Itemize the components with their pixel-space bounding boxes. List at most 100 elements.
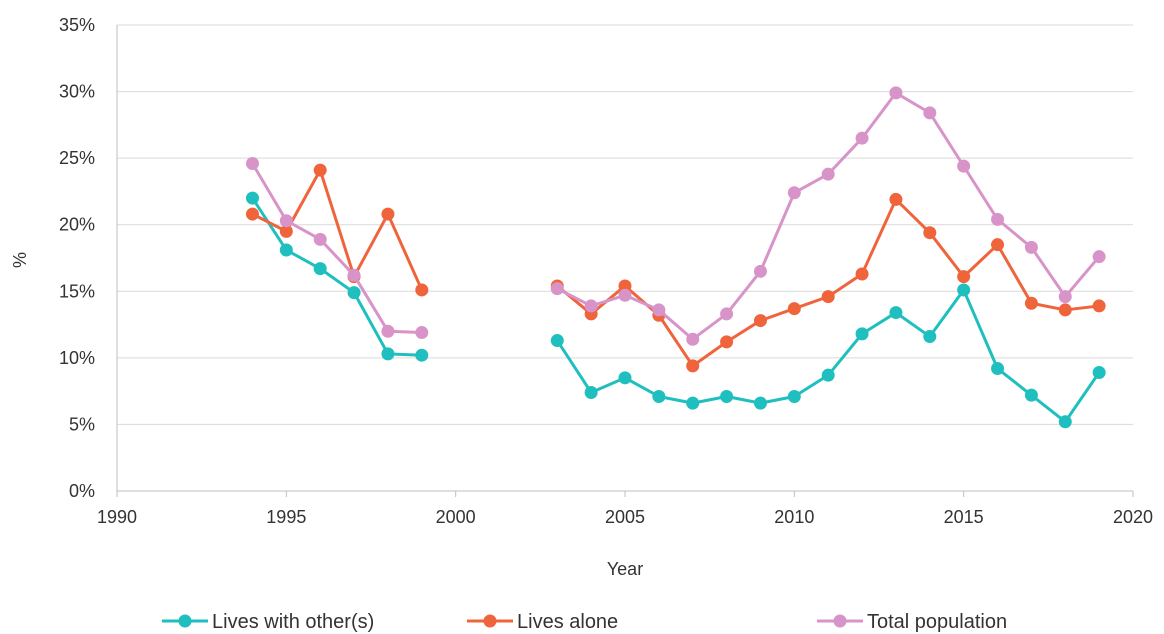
data-point [618,288,632,302]
series-1 [245,191,1106,429]
data-point [584,299,598,313]
data-point [923,226,937,240]
data-point [245,156,259,170]
data-point [686,396,700,410]
data-point [584,385,598,399]
y-tick-label: 25% [59,148,95,168]
data-point [923,106,937,120]
series-line-segment [251,162,422,335]
data-point [855,131,869,145]
data-point [889,306,903,320]
legend-marker [483,614,497,628]
data-point [991,212,1005,226]
x-axis-title: Year [607,559,643,579]
data-point [991,238,1005,252]
data-point [957,270,971,284]
data-point [279,224,293,238]
data-point [923,330,937,344]
y-tick-label: 0% [69,481,95,501]
data-point [1058,415,1072,429]
y-tick-label: 30% [59,82,95,102]
data-point [753,264,767,278]
data-point [821,167,835,181]
data-point [381,207,395,221]
x-tick-label: 2015 [944,507,984,527]
y-tick-labels: 0% 5% 10% 15% 20% 25% 30% 35% [59,15,95,501]
series-3 [245,86,1106,346]
legend-label: Total population [867,611,1007,633]
data-point [279,214,293,228]
y-tick-label: 15% [59,281,95,301]
legend-item-1: Lives with other(s) [162,611,374,633]
series-layer [245,86,1106,429]
legend-label: Lives alone [517,611,618,633]
legend-label: Lives with other(s) [212,611,374,633]
data-point [787,302,801,316]
y-tick-label: 35% [59,15,95,35]
x-tick-label: 2000 [436,507,476,527]
data-point [381,347,395,361]
data-point [855,267,869,281]
data-point [1024,296,1038,310]
x-tick-label: 1990 [97,507,137,527]
data-point [753,314,767,328]
data-point [889,86,903,100]
legend-item-2: Lives alone [467,611,618,633]
data-point [313,232,327,246]
data-point [720,307,734,321]
axes [116,25,1134,497]
y-tick-label: 10% [59,348,95,368]
data-point [618,371,632,385]
data-point [245,207,259,221]
data-point [787,186,801,200]
data-point [415,283,429,297]
data-point [753,396,767,410]
data-point [550,334,564,348]
data-point [1058,303,1072,317]
data-point [1058,290,1072,304]
data-point [347,286,361,300]
data-point [652,389,666,403]
x-tick-label: 2020 [1113,507,1153,527]
x-tick-labels: 1990 1995 2000 2005 2010 2015 2020 [97,507,1153,527]
data-point [652,303,666,317]
legend: Lives with other(s) Lives alone Total popu… [162,611,1007,633]
data-point [821,290,835,304]
x-tick-label: 1995 [266,507,306,527]
data-point [279,243,293,257]
data-point [618,279,632,293]
legend-item-3: Total population [817,611,1007,633]
data-point [686,359,700,373]
series-line-segment [251,168,424,291]
legend-marker [833,614,847,628]
data-point [787,389,801,403]
data-point [415,348,429,362]
data-point [957,283,971,297]
x-tick-label: 2005 [605,507,645,527]
y-axis-title: % [10,252,30,268]
data-point [686,332,700,346]
x-tick-label: 2010 [774,507,814,527]
y-tick-label: 5% [69,414,95,434]
series-2 [245,163,1106,373]
data-point [991,362,1005,376]
data-point [1024,240,1038,254]
data-point [245,191,259,205]
data-point [347,268,361,282]
legend-marker [178,614,192,628]
data-point [381,324,395,338]
data-point [720,389,734,403]
data-point [1092,366,1106,380]
data-point [1024,388,1038,402]
data-point [415,326,429,340]
data-point [313,262,327,276]
data-point [821,368,835,382]
data-point [1092,299,1106,313]
data-point [720,335,734,349]
data-point [855,327,869,341]
data-point [1092,250,1106,264]
y-tick-label: 20% [59,215,95,235]
series-line-segment [556,288,1101,424]
data-point [957,159,971,173]
